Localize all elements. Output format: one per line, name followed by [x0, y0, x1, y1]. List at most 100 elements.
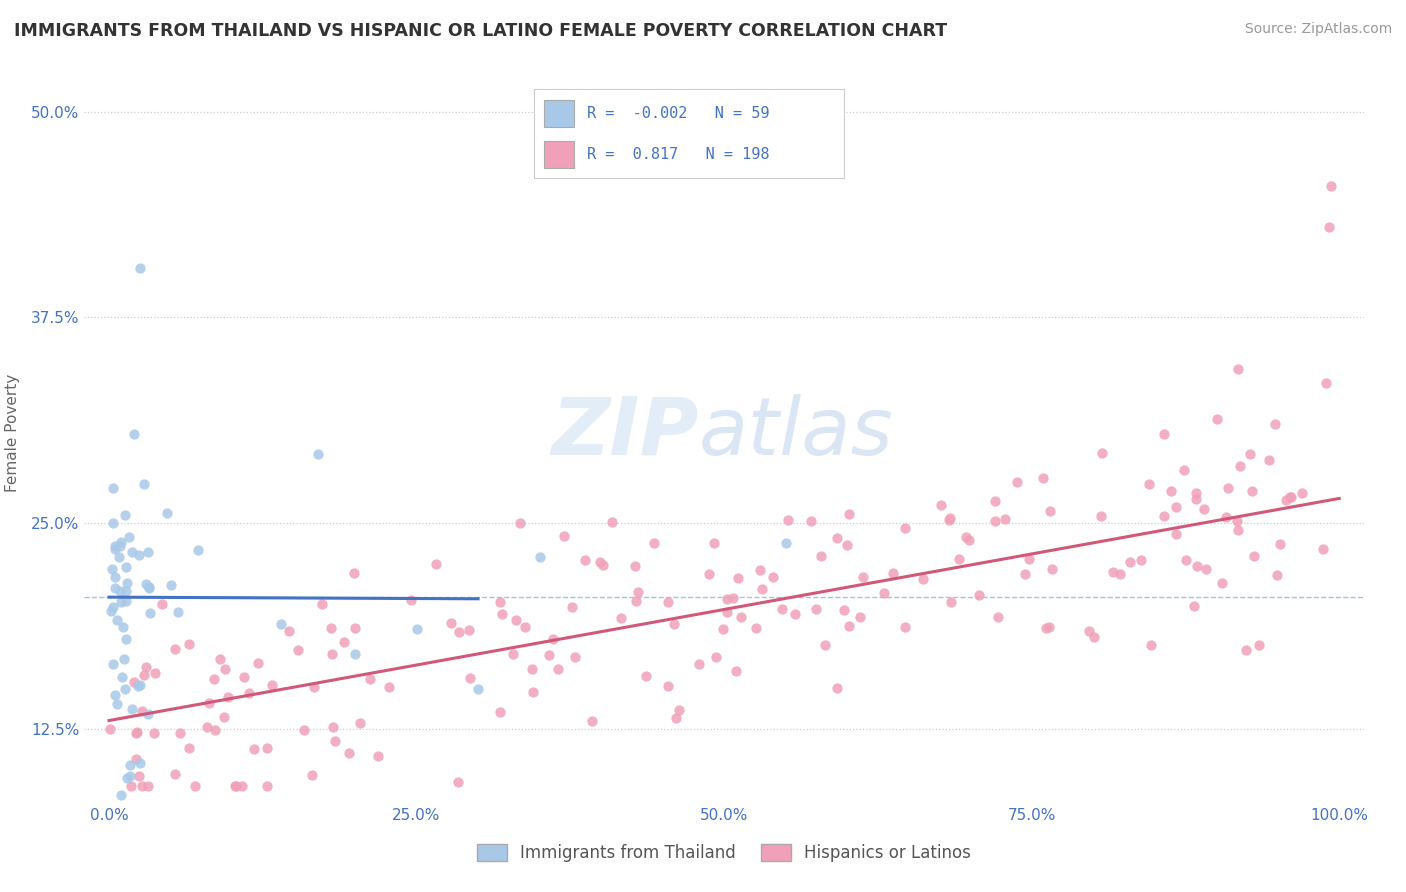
- Point: [699, 566, 721, 581]
- Point: [810, 549, 832, 564]
- Point: [1229, 459, 1251, 474]
- Point: [114, 508, 136, 522]
- Point: [489, 705, 512, 719]
- Point: [467, 682, 489, 697]
- Point: [610, 611, 633, 625]
- Point: [209, 652, 232, 666]
- Point: [882, 566, 904, 581]
- Point: [1247, 638, 1270, 652]
- Text: IMMIGRANTS FROM THAILAND VS HISPANIC OR LATINO FEMALE POVERTY CORRELATION CHART: IMMIGRANTS FROM THAILAND VS HISPANIC OR …: [14, 22, 948, 40]
- Point: [1173, 463, 1195, 477]
- Point: [873, 586, 896, 600]
- Point: [343, 621, 366, 635]
- Point: [111, 620, 134, 634]
- Point: [1007, 475, 1029, 490]
- Point: [101, 599, 124, 614]
- Point: [104, 542, 127, 557]
- Point: [179, 637, 201, 651]
- Point: [277, 624, 299, 638]
- Point: [225, 780, 247, 794]
- Point: [129, 756, 152, 770]
- Point: [778, 513, 800, 527]
- Point: [1083, 630, 1105, 644]
- Point: [1279, 490, 1302, 504]
- Point: [101, 516, 124, 530]
- Point: [730, 610, 752, 624]
- Point: [349, 716, 371, 731]
- Point: [114, 682, 136, 697]
- Point: [1032, 471, 1054, 485]
- Point: [1215, 509, 1237, 524]
- Point: [337, 746, 360, 760]
- Point: [104, 570, 127, 584]
- Point: [1137, 477, 1160, 491]
- Point: [378, 680, 401, 694]
- Point: [458, 671, 481, 685]
- Point: [657, 679, 679, 693]
- Point: [115, 632, 138, 646]
- Point: [1234, 643, 1257, 657]
- Point: [1211, 576, 1233, 591]
- Point: [775, 536, 797, 550]
- Point: [1040, 561, 1063, 575]
- Point: [125, 751, 148, 765]
- Point: [319, 621, 342, 635]
- Point: [359, 672, 381, 686]
- Point: [522, 685, 544, 699]
- Point: [108, 549, 129, 564]
- Point: [138, 580, 160, 594]
- Point: [224, 780, 246, 794]
- Text: Source: ZipAtlas.com: Source: ZipAtlas.com: [1244, 22, 1392, 37]
- Point: [399, 593, 422, 607]
- Point: [825, 681, 848, 695]
- Point: [128, 261, 150, 276]
- Point: [458, 623, 481, 637]
- Point: [425, 558, 447, 572]
- Point: [256, 740, 278, 755]
- Point: [214, 662, 236, 676]
- Point: [136, 706, 159, 721]
- Point: [1315, 376, 1337, 391]
- Point: [716, 606, 738, 620]
- Point: [270, 616, 292, 631]
- Point: [1241, 483, 1264, 498]
- Point: [204, 723, 226, 737]
- Point: [849, 610, 872, 624]
- Point: [967, 588, 990, 602]
- Point: [529, 550, 551, 565]
- Point: [505, 613, 527, 627]
- Point: [1160, 484, 1182, 499]
- Point: [727, 571, 749, 585]
- Point: [301, 768, 323, 782]
- Point: [624, 593, 647, 607]
- Point: [702, 536, 724, 550]
- Point: [131, 704, 153, 718]
- Point: [187, 542, 209, 557]
- Text: ZIP: ZIP: [551, 393, 699, 472]
- Point: [939, 511, 962, 525]
- Point: [166, 605, 188, 619]
- Point: [197, 720, 219, 734]
- Point: [118, 758, 141, 772]
- Point: [574, 553, 596, 567]
- Point: [838, 508, 860, 522]
- Point: [115, 583, 138, 598]
- Point: [825, 532, 848, 546]
- Point: [745, 621, 768, 635]
- Point: [561, 599, 583, 614]
- Point: [1102, 566, 1125, 580]
- Point: [104, 539, 127, 553]
- Point: [893, 521, 915, 535]
- Point: [627, 585, 650, 599]
- Point: [1279, 490, 1302, 504]
- Point: [939, 595, 962, 609]
- Point: [508, 516, 530, 531]
- Point: [704, 649, 727, 664]
- Point: [101, 562, 124, 576]
- Point: [838, 619, 860, 633]
- Point: [1078, 624, 1101, 638]
- Point: [138, 545, 160, 559]
- Point: [101, 657, 124, 672]
- Point: [1039, 504, 1062, 518]
- Point: [987, 610, 1010, 624]
